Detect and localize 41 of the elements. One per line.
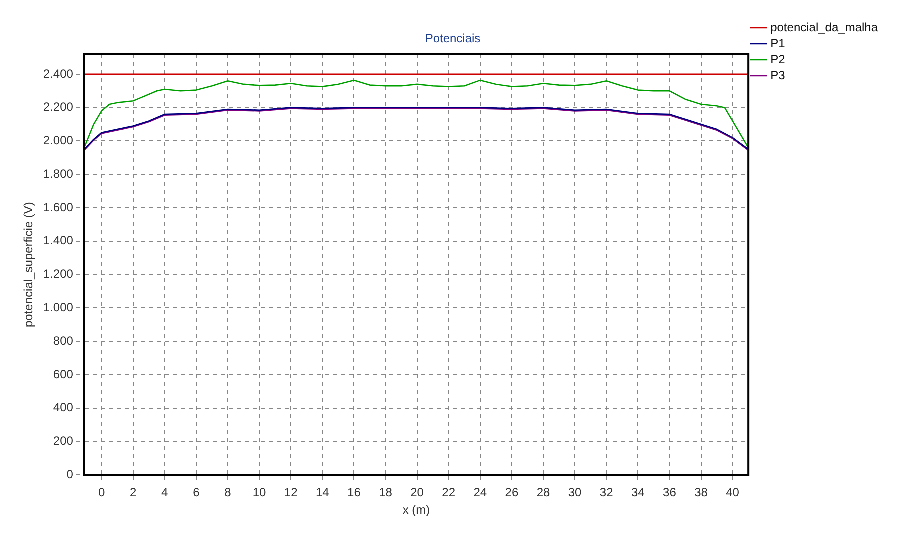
x-tick-label: 34	[631, 486, 646, 500]
y-tick-label: 1.800	[43, 166, 74, 181]
x-tick-label: 16	[348, 486, 362, 500]
x-tick-label: 36	[663, 486, 677, 500]
y-tick-label: 2.400	[43, 66, 74, 81]
y-tick-label: 1.400	[43, 234, 74, 248]
x-tick-label: 28	[536, 486, 550, 500]
x-tick-label: 12	[284, 486, 298, 500]
legend-label: P3	[770, 68, 786, 82]
x-tick-label: 22	[442, 486, 456, 500]
legend-label: P1	[770, 36, 786, 50]
x-tick-label: 38	[694, 486, 708, 500]
y-tick-label: 2.000	[43, 134, 74, 148]
y-tick-label: 400	[53, 400, 74, 415]
x-tick-label: 4	[162, 486, 169, 500]
y-tick-label: 1.200	[43, 267, 74, 282]
x-tick-label: 14	[316, 486, 330, 500]
x-tick-label: 26	[505, 486, 519, 500]
y-axis-title: potencial_superficie (V)	[22, 202, 36, 328]
y-tick-label: 600	[53, 367, 74, 382]
x-tick-label: 30	[568, 486, 582, 500]
x-tick-label: 0	[98, 486, 106, 500]
legend-label: P2	[770, 52, 786, 66]
x-tick-label: 32	[600, 486, 614, 500]
chart-title: Potenciais	[425, 32, 481, 46]
y-tick-label: 1.600	[43, 200, 74, 214]
x-tick-label: 40	[726, 486, 740, 500]
x-axis-title: x (m)	[402, 503, 430, 518]
x-tick-label: 20	[410, 486, 424, 500]
legend-label: potencial_da_malha	[770, 20, 878, 34]
x-tick-label: 10	[252, 486, 267, 500]
x-tick-label: 2	[130, 486, 137, 500]
y-tick-label: 1.000	[43, 300, 74, 315]
x-tick-label: 8	[224, 486, 232, 500]
x-tick-label: 24	[474, 486, 488, 500]
x-tick-label: 6	[193, 486, 200, 500]
y-tick-label: 2.200	[43, 100, 74, 114]
y-tick-label: 800	[53, 334, 74, 348]
y-tick-label: 0	[66, 468, 74, 482]
y-tick-label: 200	[53, 434, 74, 448]
x-tick-label: 18	[379, 486, 393, 500]
